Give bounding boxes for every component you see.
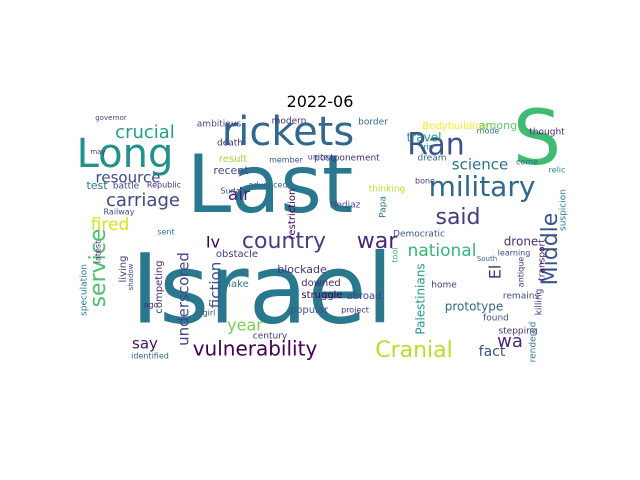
word-iv: Iv xyxy=(206,233,220,252)
word-struggle: struggle xyxy=(301,290,342,301)
word-speculation: speculation xyxy=(80,264,90,316)
word-travel: travel xyxy=(407,131,442,145)
word-railway: Railway xyxy=(104,208,135,217)
word-death: death xyxy=(217,139,243,149)
word-war: war xyxy=(357,229,398,254)
word-s: S xyxy=(513,93,561,182)
word-national: national xyxy=(408,241,477,261)
word-living: living xyxy=(118,256,129,283)
word-unite: unite xyxy=(308,153,329,162)
word-middle: Middle xyxy=(538,213,563,286)
word-project: project xyxy=(341,306,369,315)
word-underscored: underscored xyxy=(175,252,193,346)
word-ambitious: ambitious xyxy=(197,120,242,130)
word-ran: Ran xyxy=(407,128,465,163)
word-shadow: shadow xyxy=(127,263,135,290)
word-come: come xyxy=(516,158,538,167)
word-rickets: rickets xyxy=(222,109,354,155)
word-competing: competing xyxy=(154,260,165,313)
word-learning: learning xyxy=(498,249,531,258)
word-military: military xyxy=(429,170,536,203)
word-papa: Papa xyxy=(379,196,389,218)
word-battle: battle xyxy=(113,182,140,192)
word-hedjaz: Hedjaz xyxy=(330,201,361,211)
word-modern: modern xyxy=(272,117,307,127)
word-make: make xyxy=(221,279,248,290)
word-transport: transport xyxy=(538,239,548,281)
word-south: South xyxy=(477,255,497,263)
word-air: air xyxy=(228,185,250,205)
word-restriction: restriction xyxy=(287,189,298,240)
word-science: science xyxy=(452,156,508,174)
word-last: Last xyxy=(187,138,354,231)
word-identified: identified xyxy=(131,352,169,361)
word-popular: popular xyxy=(290,305,329,316)
word-drone: drone xyxy=(504,235,539,249)
word-ago: ago xyxy=(144,301,159,310)
word-advanced: advanced xyxy=(248,181,287,190)
word-israel: Israel xyxy=(131,233,393,345)
word-trip: trip xyxy=(420,143,434,152)
word-country: country xyxy=(242,229,326,254)
word-result: result xyxy=(219,154,247,165)
word-bone: bone xyxy=(415,177,435,186)
word-century: century xyxy=(253,332,288,342)
word-dream: dream xyxy=(417,154,446,164)
word-say: say xyxy=(132,335,158,353)
word-fact: fact xyxy=(479,344,506,360)
word-girl: girl xyxy=(203,309,216,318)
word-resource: resource xyxy=(96,169,161,187)
word-long: Long xyxy=(77,131,174,177)
word-el: El xyxy=(486,265,505,280)
word-latest: latest xyxy=(94,241,103,264)
word-downed: downed xyxy=(301,278,340,289)
word-sent: sent xyxy=(157,228,174,237)
word-suspicion: suspicion xyxy=(559,189,569,231)
word-home: home xyxy=(431,281,457,291)
word-found: found xyxy=(483,314,509,324)
word-wa: wa xyxy=(497,331,523,352)
word-abroad: abroad xyxy=(347,291,382,302)
word-service: service xyxy=(86,229,111,308)
word-palestinians: Palestinians xyxy=(414,263,428,334)
word-test: test xyxy=(86,179,108,192)
word-obstacle: obstacle xyxy=(216,249,258,260)
word-recent: recent xyxy=(213,164,249,177)
word-said: said xyxy=(435,205,480,230)
word-postponement: postponement xyxy=(314,154,380,164)
word-prototype: prototype xyxy=(445,300,503,314)
word-thinking: thinking xyxy=(369,185,406,195)
word-vulnerability: vulnerability xyxy=(193,337,318,361)
word-sudan: Sudan xyxy=(220,187,245,196)
word-fiction: fiction xyxy=(207,262,225,308)
word-year: year xyxy=(227,316,263,335)
word-mode: mode xyxy=(477,127,500,136)
word-remains: remains xyxy=(503,292,540,302)
word-crucial: crucial xyxy=(115,122,175,143)
word-tool: tool xyxy=(391,247,400,262)
word-thought: thought xyxy=(529,128,565,138)
chart-title: 2022-06 xyxy=(286,92,354,111)
word-killing: killing xyxy=(535,289,545,316)
word-democratic: Democratic xyxy=(393,230,445,240)
word-stepping: stepping xyxy=(498,327,537,337)
word-governor: governor xyxy=(95,114,127,122)
word-blockade: blockade xyxy=(277,263,327,276)
word-relic: relic xyxy=(549,166,566,175)
word-among: among xyxy=(479,119,517,132)
word-fired: fired xyxy=(91,215,130,235)
word-rendered: rendered xyxy=(529,322,539,363)
word-bodybuilding: Bodybuilding xyxy=(422,121,487,132)
word-border: border xyxy=(358,118,388,128)
word-may: may xyxy=(90,148,105,156)
word-antique: antique xyxy=(517,257,526,287)
word-cranial: Cranial xyxy=(375,338,453,363)
word-member: member xyxy=(269,156,304,165)
word-carriage: carriage xyxy=(106,190,180,211)
word-republic: Republic xyxy=(147,181,181,190)
